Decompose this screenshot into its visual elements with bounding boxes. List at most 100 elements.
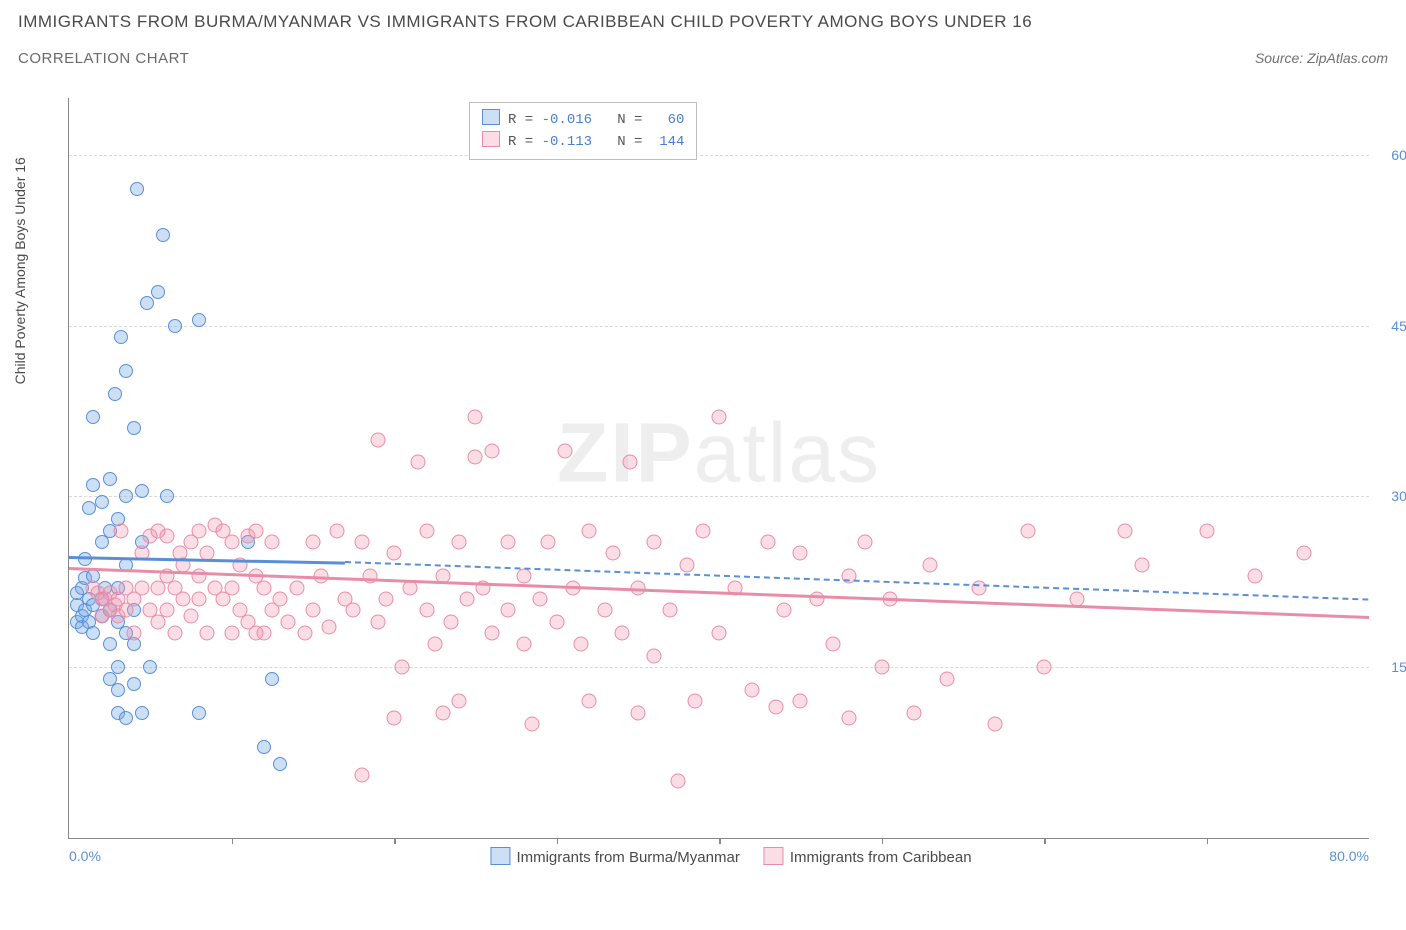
data-point	[500, 603, 515, 618]
data-point	[224, 580, 239, 595]
data-point	[1134, 557, 1149, 572]
data-point	[108, 387, 122, 401]
data-point	[679, 557, 694, 572]
data-point	[517, 637, 532, 652]
data-point	[793, 546, 808, 561]
data-point	[305, 535, 320, 550]
data-point	[224, 626, 239, 641]
data-point	[744, 683, 759, 698]
data-point	[468, 409, 483, 424]
data-point	[322, 620, 337, 635]
data-point	[224, 535, 239, 550]
data-point	[370, 614, 385, 629]
data-point	[111, 660, 125, 674]
data-point	[923, 557, 938, 572]
data-point	[151, 285, 165, 299]
data-point	[103, 637, 117, 651]
data-point	[127, 421, 141, 435]
data-point	[86, 478, 100, 492]
grid-line	[69, 326, 1369, 327]
data-point	[557, 443, 572, 458]
data-point	[127, 626, 142, 641]
data-point	[468, 449, 483, 464]
data-point	[111, 683, 125, 697]
data-point	[114, 330, 128, 344]
data-point	[192, 706, 206, 720]
x-tick-label: 80.0%	[1329, 848, 1369, 864]
grid-line	[69, 667, 1369, 668]
x-tick-mark	[719, 838, 721, 844]
data-point	[354, 768, 369, 783]
data-point	[647, 535, 662, 550]
data-point	[663, 603, 678, 618]
trend-line	[345, 561, 1369, 601]
data-point	[452, 535, 467, 550]
stats-legend-row: R = -0.113 N = 144	[482, 131, 684, 153]
data-point	[257, 626, 272, 641]
data-point	[460, 591, 475, 606]
data-point	[395, 660, 410, 675]
data-point	[305, 603, 320, 618]
data-point	[1199, 523, 1214, 538]
data-point	[354, 535, 369, 550]
data-point	[988, 717, 1003, 732]
data-point	[175, 591, 190, 606]
data-point	[135, 580, 150, 595]
x-tick-mark	[1044, 838, 1046, 844]
data-point	[1118, 523, 1133, 538]
chart-container: Child Poverty Among Boys Under 16 ZIPatl…	[30, 90, 1390, 890]
data-point	[647, 648, 662, 663]
data-point	[435, 705, 450, 720]
data-point	[289, 580, 304, 595]
data-point	[346, 603, 361, 618]
data-point	[86, 410, 100, 424]
data-point	[281, 614, 296, 629]
data-point	[265, 672, 279, 686]
data-point	[248, 523, 263, 538]
data-point	[273, 591, 288, 606]
data-point	[443, 614, 458, 629]
data-point	[160, 489, 174, 503]
x-tick-label: 0.0%	[69, 848, 101, 864]
series-legend: Immigrants from Burma/MyanmarImmigrants …	[466, 847, 971, 866]
data-point	[159, 529, 174, 544]
data-point	[500, 535, 515, 550]
grid-line	[69, 496, 1369, 497]
y-tick-label: 30.0%	[1391, 488, 1406, 504]
data-point	[200, 626, 215, 641]
data-point	[192, 591, 207, 606]
data-point	[167, 626, 182, 641]
data-point	[362, 569, 377, 584]
data-point	[273, 757, 287, 771]
data-point	[573, 637, 588, 652]
data-point	[549, 614, 564, 629]
data-point	[257, 580, 272, 595]
data-point	[541, 535, 556, 550]
data-point	[143, 660, 157, 674]
data-point	[598, 603, 613, 618]
data-point	[370, 432, 385, 447]
data-point	[1020, 523, 1035, 538]
data-point	[140, 296, 154, 310]
data-point	[265, 535, 280, 550]
data-point	[330, 523, 345, 538]
y-tick-label: 45.0%	[1391, 318, 1406, 334]
data-point	[192, 313, 206, 327]
data-point	[687, 694, 702, 709]
data-point	[939, 671, 954, 686]
data-point	[119, 364, 133, 378]
data-point	[378, 591, 393, 606]
data-point	[793, 694, 808, 709]
data-point	[159, 603, 174, 618]
data-point	[387, 711, 402, 726]
data-point	[671, 774, 686, 789]
data-point	[183, 609, 198, 624]
data-point	[484, 626, 499, 641]
legend-swatch	[764, 847, 784, 865]
y-axis-label: Child Poverty Among Boys Under 16	[12, 157, 28, 384]
data-point	[825, 637, 840, 652]
source-credit: Source: ZipAtlas.com	[1255, 50, 1388, 66]
data-point	[525, 717, 540, 732]
data-point	[517, 569, 532, 584]
data-point	[419, 603, 434, 618]
